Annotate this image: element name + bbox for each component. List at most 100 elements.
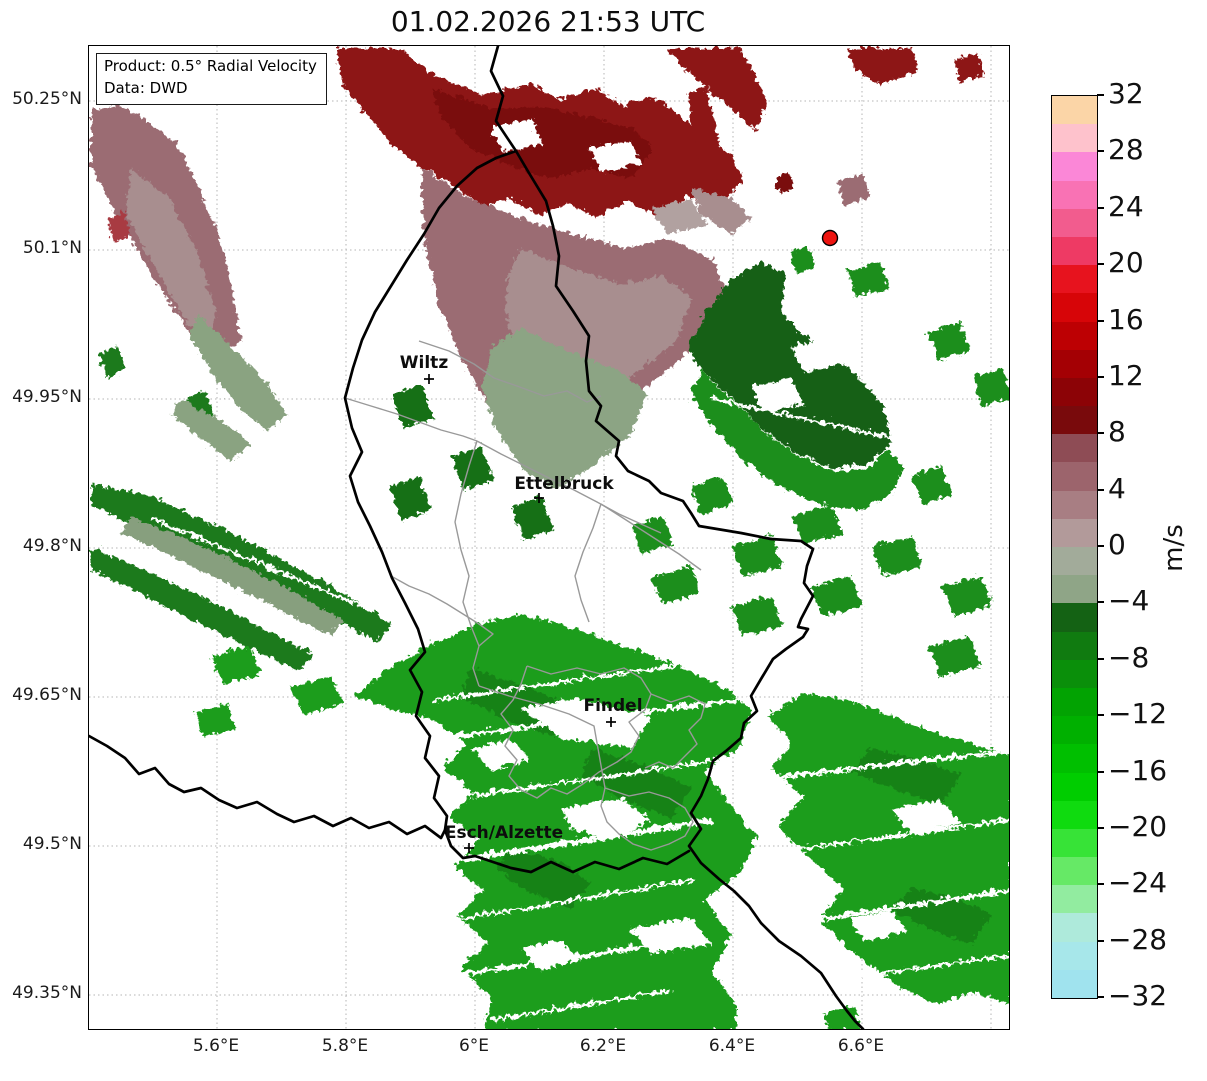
colorbar-segment: [1052, 631, 1097, 660]
radar-gap-streak: [788, 816, 1009, 850]
colorbar-tick-label: −32: [1108, 979, 1168, 1012]
colorbar-tick-label: −12: [1108, 697, 1168, 731]
velocity-region: [845, 260, 887, 294]
velocity-region: [971, 366, 1009, 404]
district-border: [476, 440, 662, 534]
colorbar-segment: [1052, 716, 1097, 745]
y-axis-tick-label: 50.25°N: [12, 89, 82, 109]
velocity-region: [749, 376, 801, 410]
colorbar-segment: [1052, 913, 1097, 942]
colorbar-segment: [1052, 462, 1097, 491]
y-axis-tick-label: 49.65°N: [12, 685, 82, 705]
velocity-region: [729, 594, 781, 634]
district-border: [644, 693, 706, 769]
y-axis-tick-label: 50.1°N: [22, 238, 82, 258]
radar-gap-streak: [488, 986, 670, 1020]
colorbar-segment: [1052, 687, 1097, 717]
product-info-line2: Data: DWD: [104, 78, 188, 97]
colorbar-segment: [1052, 969, 1097, 998]
colorbar-tick-label: −4: [1108, 584, 1150, 618]
radar-gap-streak: [370, 754, 730, 810]
x-axis-tick-label: 6.4°E: [708, 1036, 756, 1056]
velocity-colorbar: [1051, 95, 1098, 999]
colorbar-tick-label: −8: [1108, 640, 1150, 674]
colorbar-tick: [1097, 826, 1104, 829]
colorbar-tick: [1097, 432, 1104, 435]
velocity-region: [479, 326, 645, 486]
velocity-region: [927, 634, 979, 674]
velocity-region: [729, 534, 781, 574]
x-axis-tick-label: 6°E: [458, 1036, 490, 1056]
velocity-region: [469, 738, 529, 768]
radar-gap-streak: [708, 394, 890, 438]
velocity-region: [123, 166, 215, 342]
colorbar-segment: [1052, 603, 1097, 632]
velocity-region: [845, 46, 915, 82]
colorbar-segment: [1052, 152, 1097, 181]
radar-gap-streak: [390, 876, 692, 930]
colorbar-segment: [1052, 941, 1097, 970]
y-axis-tick-label: 49.35°N: [12, 983, 82, 1003]
velocity-region: [685, 86, 719, 182]
district-border: [344, 397, 478, 442]
x-axis-tick-label: 6.2°E: [579, 1036, 627, 1056]
velocity-region: [187, 312, 285, 428]
district-border: [418, 340, 602, 403]
city-annotations: Wiltz Ettelbruck Findel Esch/Alzette: [400, 353, 643, 853]
city-label-ettelbruck: Ettelbruck: [514, 474, 614, 494]
product-info-line1: Product: 0.5° Radial Velocity: [104, 57, 317, 75]
colorbar-segment: [1052, 180, 1097, 209]
velocity-region: [889, 798, 959, 832]
country-border: [489, 46, 865, 1029]
country-border: [89, 734, 691, 874]
city-label-findel: Findel: [583, 696, 642, 716]
colorbar-tick-label: −20: [1108, 809, 1168, 843]
velocity-region: [193, 702, 233, 734]
velocity-region: [89, 546, 311, 668]
city-label-wiltz: Wiltz: [400, 353, 449, 373]
colorbar-tick-label: 0: [1108, 528, 1126, 561]
velocity-region: [889, 886, 989, 942]
velocity-region: [821, 1004, 859, 1029]
colorbar-tick-label: −28: [1108, 922, 1168, 956]
velocity-region: [289, 674, 341, 712]
colorbar-segment: [1052, 800, 1097, 829]
radar-gap-streak: [768, 746, 1009, 778]
velocity-region: [509, 494, 551, 538]
velocity-region: [836, 172, 867, 203]
velocity-region: [849, 746, 959, 802]
colorbar-segment: [1052, 659, 1097, 688]
velocity-region: [773, 170, 791, 191]
velocity-region: [665, 46, 765, 130]
radar-gap-streak: [830, 951, 1009, 980]
colorbar-segment: [1052, 490, 1097, 519]
colorbar-segment: [1052, 236, 1097, 266]
velocity-region: [909, 464, 951, 502]
x-axis-tick-label: 6.6°E: [837, 1036, 885, 1056]
colorbar-segment: [1052, 828, 1097, 858]
district-border: [454, 440, 480, 687]
colorbar-tick: [1097, 883, 1104, 886]
colorbar-segment: [1052, 406, 1097, 435]
radar-site-layer: [821, 229, 839, 247]
colorbar-tick: [1097, 996, 1104, 998]
colorbar-segment: [1052, 96, 1097, 125]
colorbar-segment: [1052, 293, 1097, 322]
y-axis-tick-label: 49.5°N: [22, 834, 82, 854]
colorbar-segment: [1052, 208, 1097, 237]
country-borders: [89, 46, 865, 1029]
colorbar-tick: [1097, 657, 1104, 660]
colorbar-segment: [1052, 434, 1097, 463]
district-border: [600, 503, 702, 571]
colorbar-tick-label: 12: [1108, 358, 1144, 392]
colorbar-segment: [1052, 321, 1097, 350]
colorbar-segment: [1052, 377, 1097, 407]
velocity-region: [629, 514, 671, 552]
velocity-region: [685, 260, 889, 466]
colorbar-segment: [1052, 744, 1097, 773]
velocity-region: [494, 846, 589, 906]
colorbar-segment: [1052, 518, 1097, 547]
colorbar-tick-label: 20: [1108, 246, 1144, 280]
colorbar-tick: [1097, 488, 1104, 491]
colorbar-tick: [1097, 263, 1104, 266]
